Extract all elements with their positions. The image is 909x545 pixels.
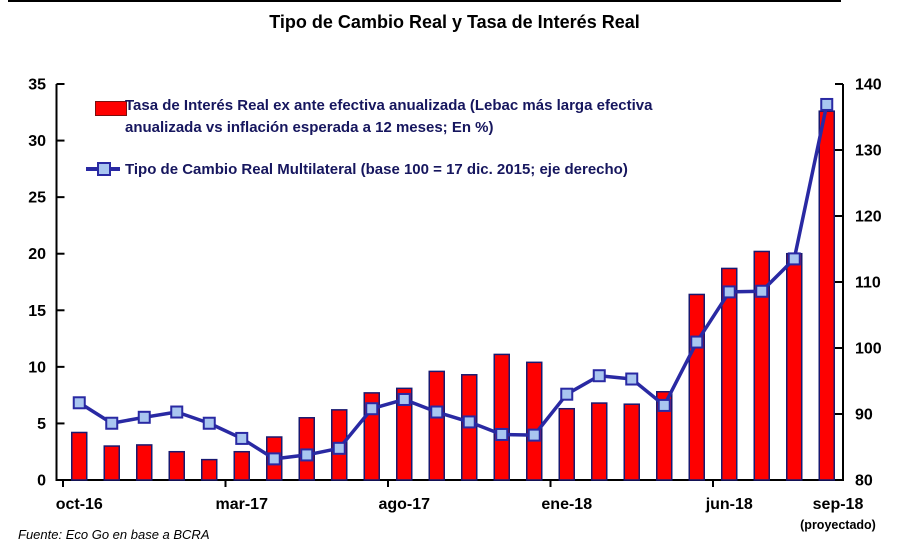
tcr-marker-jul-17	[365, 402, 379, 416]
right-axis-tick-label: 90	[855, 407, 873, 424]
bar-dic-17	[526, 361, 543, 481]
tcr-marker-oct-16	[72, 396, 86, 410]
bar-ene-18	[558, 407, 575, 481]
left-axis-tick-label: 20	[28, 246, 46, 263]
legend-label-exchange-rate: Tipo de Cambio Real Multilateral (base 1…	[125, 161, 628, 178]
left-axis-tick-label: 0	[37, 473, 46, 490]
source-note: Fuente: Eco Go en base a BCRA	[18, 527, 210, 542]
tcr-marker-dic-16	[137, 410, 151, 424]
tcr-marker-oct-17	[462, 415, 476, 429]
bar-nov-17	[493, 353, 510, 481]
bar-feb-17	[201, 458, 218, 481]
right-axis-tick-label: 100	[855, 341, 882, 358]
tcr-marker-feb-18	[592, 369, 606, 383]
right-axis-tick-label: 140	[855, 77, 882, 94]
tcr-marker-ago-17	[397, 392, 411, 406]
tcr-marker-feb-17	[202, 416, 216, 430]
tcr-marker-jul-18	[755, 284, 769, 298]
tcr-marker-mar-18	[625, 372, 639, 386]
bar-mar-18	[623, 403, 640, 481]
bar-jun-18	[721, 267, 738, 481]
tcr-marker-sep-17	[430, 405, 444, 419]
x-axis-label-oct-16: oct-16	[56, 496, 103, 513]
tcr-marker-jun-18	[722, 285, 736, 299]
bar-abr-18	[656, 390, 673, 481]
bar-may-18	[688, 293, 705, 481]
right-axis-tick-label: 80	[855, 473, 873, 490]
tcr-marker-nov-17	[495, 427, 509, 441]
bar-oct-16	[71, 431, 88, 481]
right-axis-tick-label: 120	[855, 209, 882, 226]
left-axis-tick-label: 30	[28, 133, 46, 150]
x-axis-label-ene-18: ene-18	[541, 496, 592, 513]
bar-ene-17	[168, 450, 185, 481]
bar-sep-18	[818, 110, 835, 481]
bar-sep-17	[428, 370, 445, 481]
top-border-rule	[8, 0, 841, 2]
bar-series-swatch-icon	[95, 101, 127, 116]
bar-mar-17	[233, 450, 250, 481]
tcr-marker-ene-18	[560, 387, 574, 401]
tcr-marker-may-18	[690, 335, 704, 349]
bar-ago-17	[396, 387, 413, 481]
bar-nov-16	[103, 445, 120, 481]
left-axis-tick-label: 5	[37, 416, 46, 433]
bar-ago-18	[786, 252, 803, 481]
line-series-marker-icon	[97, 162, 111, 176]
bar-dic-16	[136, 444, 153, 481]
tcr-marker-may-17	[300, 448, 314, 462]
x-axis-label-mar-17: mar-17	[216, 496, 269, 513]
left-axis-tick-label: 35	[28, 77, 46, 94]
x-axis-label-ago-17: ago-17	[378, 496, 430, 513]
right-axis-tick-label: 130	[855, 143, 882, 160]
tcr-marker-ene-17	[170, 405, 184, 419]
tcr-marker-dic-17	[527, 428, 541, 442]
tcr-marker-abr-17	[267, 452, 281, 466]
x-axis-note-proyectado: (proyectado)	[800, 518, 876, 532]
left-axis-tick-label: 15	[28, 303, 46, 320]
tcr-marker-abr-18	[657, 398, 671, 412]
tcr-marker-mar-17	[235, 431, 249, 445]
tcr-line	[78, 104, 829, 461]
left-axis-tick-label: 10	[28, 359, 46, 376]
tcr-marker-nov-16	[105, 416, 119, 430]
legend-label-interest-rate: Tasa de Interés Real ex ante efectiva an…	[125, 97, 653, 136]
bar-feb-18	[591, 402, 608, 481]
chart-title: Tipo de Cambio Real y Tasa de Interés Re…	[269, 12, 640, 32]
x-axis-label-jun-18: jun-18	[705, 496, 753, 513]
x-axis-label-sep-18: sep-18	[813, 496, 864, 513]
right-axis-tick-label: 110	[855, 275, 881, 292]
bar-jul-18	[753, 250, 770, 481]
tcr-marker-sep-18	[820, 97, 834, 111]
tcr-marker-ago-18	[787, 252, 801, 266]
tcr-marker-jun-17	[332, 441, 346, 455]
left-axis-tick-label: 25	[28, 190, 46, 207]
